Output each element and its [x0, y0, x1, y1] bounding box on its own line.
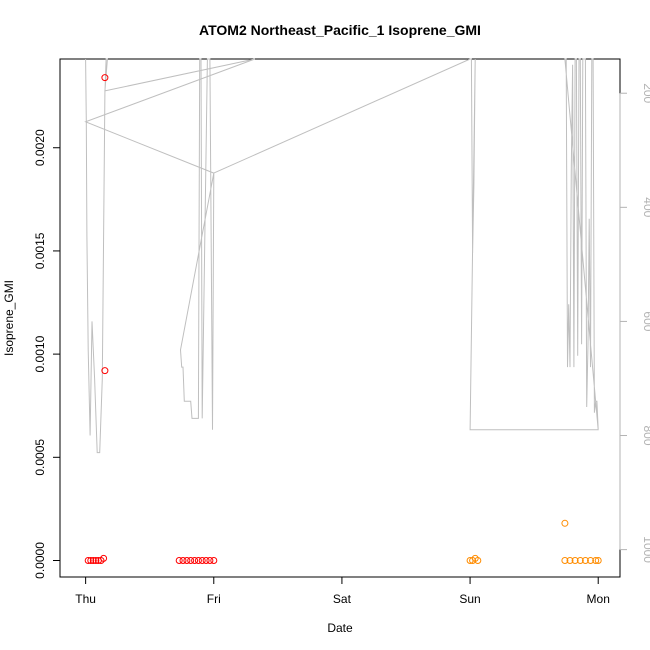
y-axis-label: Isoprene_GMI: [2, 280, 16, 356]
chart-title: ATOM2 Northeast_Pacific_1 Isoprene_GMI: [199, 22, 481, 38]
axes-layer: Thu Fri Sat Sun Mon 0.0000 0.0005 0.0010 0.0015 0…: [33, 83, 650, 606]
data-point: [210, 557, 218, 564]
y2-tick-label: 800: [641, 426, 650, 446]
y2-tick-label: 1000: [641, 536, 650, 563]
data-point: [474, 557, 482, 564]
y-tick-label: 0.0015: [33, 232, 47, 269]
data-point: [561, 557, 569, 564]
x-tick-label: Sun: [459, 592, 480, 606]
points-layer: [84, 74, 602, 564]
data-point: [561, 519, 569, 527]
plot-frame: [59, 58, 621, 578]
data-point: [194, 557, 202, 564]
data-point: [175, 557, 183, 564]
x-tick-label: Mon: [587, 592, 610, 606]
y2-tick-label: 200: [641, 83, 650, 103]
data-point: [206, 557, 214, 564]
data-point: [198, 557, 206, 564]
x-tick-label: Fri: [207, 592, 221, 606]
y-tick-label: 0.0000: [33, 542, 47, 579]
y-tick-label: 0.0005: [33, 439, 47, 476]
data-point: [566, 557, 574, 564]
data-point: [101, 74, 109, 82]
y2-tick-label: 400: [641, 197, 650, 217]
y-tick-label: 0.0010: [33, 335, 47, 372]
data-point: [191, 557, 199, 564]
data-point: [179, 557, 187, 564]
secondary-series-line: [84, 58, 599, 454]
data-point: [187, 557, 195, 564]
data-point: [101, 367, 109, 375]
data-point: [571, 557, 579, 564]
y2-tick-label: 600: [641, 311, 650, 331]
data-point: [592, 557, 600, 564]
data-point: [576, 557, 584, 564]
data-point: [594, 557, 602, 564]
data-point: [183, 557, 191, 564]
x-tick-label: Thu: [75, 592, 96, 606]
data-point: [92, 557, 100, 564]
data-point: [581, 557, 589, 564]
data-point: [89, 557, 97, 564]
y-tick-label: 0.0020: [33, 129, 47, 166]
x-tick-label: Sat: [333, 592, 352, 606]
data-point: [587, 557, 594, 564]
data-point: [100, 554, 108, 562]
secondary-line-layer: [84, 58, 599, 454]
data-point: [202, 557, 210, 564]
data-point: [84, 557, 92, 564]
data-point: [87, 557, 95, 564]
x-axis-label: Date: [327, 621, 353, 635]
